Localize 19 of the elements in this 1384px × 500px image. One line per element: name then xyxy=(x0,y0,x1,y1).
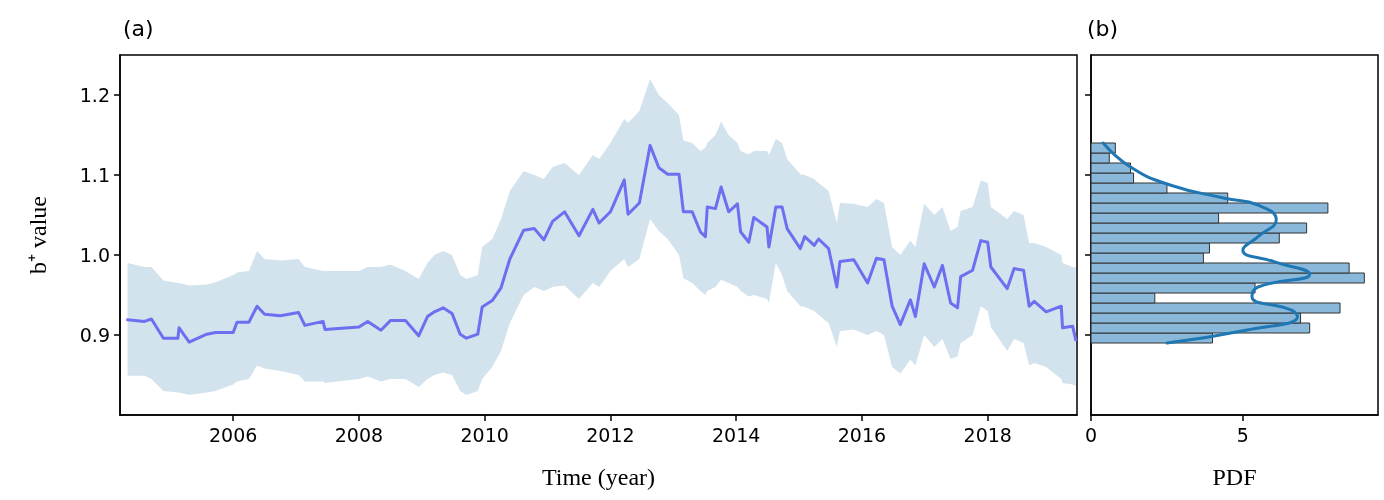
x-axis-title: PDF xyxy=(1212,464,1257,490)
x-tick-label: 5 xyxy=(1236,423,1249,446)
y-tick-label: 0.9 xyxy=(79,324,110,346)
x-tick-label: 2016 xyxy=(837,423,887,446)
x-tick-label: 2018 xyxy=(963,423,1012,446)
x-tick-label: 2014 xyxy=(712,423,761,446)
x-tick-label: 2012 xyxy=(586,423,635,446)
chart-title: (a) xyxy=(123,15,154,41)
x-tick-label: 2006 xyxy=(209,423,258,446)
line-series xyxy=(126,143,1078,344)
y-axis-title: b⁺ value xyxy=(25,196,51,274)
y-tick-label: 1.0 xyxy=(79,244,110,266)
y-tick-label: 1.2 xyxy=(79,84,110,106)
x-axis-title: Time (year) xyxy=(541,464,656,490)
chart-title: (b) xyxy=(1087,15,1119,41)
x-tick-label: 2008 xyxy=(334,423,384,446)
x-tick-label: 2010 xyxy=(460,423,509,446)
x-tick-label: 0 xyxy=(1085,423,1098,446)
y-tick-label: 1.1 xyxy=(79,164,110,186)
